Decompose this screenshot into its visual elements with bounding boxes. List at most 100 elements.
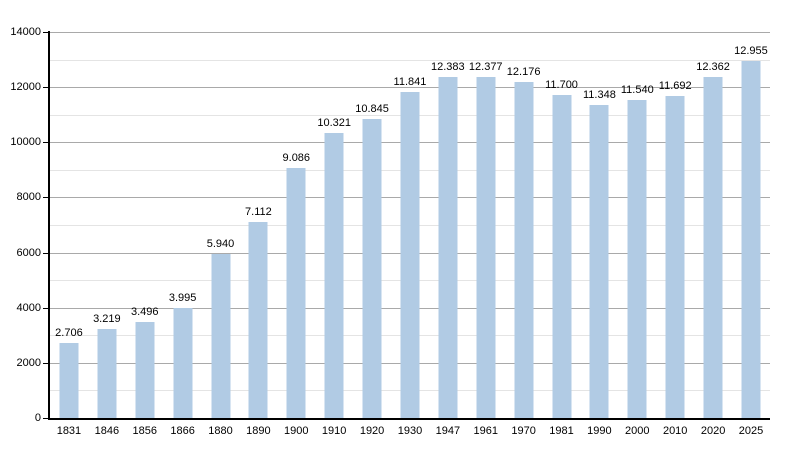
bar-group: 10.321 1910 <box>315 32 353 437</box>
y-axis-label: 14000 <box>10 26 41 38</box>
bar-group: 11.841 1930 <box>391 32 429 437</box>
x-axis-label: 1866 <box>170 425 195 437</box>
bar-group: 3.995 1866 <box>164 32 202 437</box>
bar-group: 12.377 1961 <box>467 32 505 437</box>
bar-value-label: 7.112 <box>245 205 272 218</box>
y-axis-label: 6000 <box>16 246 41 259</box>
y-axis-label: 8000 <box>16 191 41 204</box>
bar <box>248 221 268 418</box>
bar <box>438 76 458 418</box>
bar <box>589 105 609 418</box>
bar-group: 3.219 1846 <box>88 32 126 437</box>
bar <box>703 77 723 418</box>
x-axis-label: 1920 <box>359 425 385 437</box>
bar-value-label: 11.700 <box>545 79 578 92</box>
grid-line-minor <box>50 59 770 61</box>
bar <box>97 329 117 418</box>
bar-value-label: 12.176 <box>506 66 541 79</box>
y-axis-label: 10000 <box>10 136 41 149</box>
bars-container: 2.706 1831 3.219 1846 3.496 1856 3.995 1866 5.94… <box>50 32 770 438</box>
bar <box>665 95 685 418</box>
y-axis-label: 12000 <box>10 81 41 94</box>
y-axis-tick <box>43 362 48 364</box>
bar-value-label: 12.955 <box>734 44 768 57</box>
bar-value-label: 12.377 <box>468 60 503 73</box>
y-axis-line <box>48 31 50 420</box>
x-axis-label: 2010 <box>662 425 688 437</box>
bar-group: 11.700 1981 <box>543 32 581 437</box>
bar-group: 11.540 2000 <box>618 32 656 437</box>
x-axis-label: 2020 <box>700 425 726 437</box>
bar-value-label: 11.348 <box>582 89 616 102</box>
plot-area: 0 2000 4000 6000 8000 10000 12000 14000 2.706 18… <box>10 26 770 438</box>
bar-value-label: 3.219 <box>93 313 121 326</box>
x-axis-label: 2025 <box>738 425 764 437</box>
y-axis-tick <box>43 197 48 199</box>
bar-group: 10.845 1920 <box>353 32 391 437</box>
grid-line-major <box>50 32 770 33</box>
bar <box>324 133 344 418</box>
x-axis-label: 1990 <box>587 425 612 437</box>
bar-value-label: 3.496 <box>130 305 159 318</box>
x-axis-label: 1930 <box>397 425 423 437</box>
x-axis-label: 1961 <box>473 425 498 437</box>
x-axis-label: 1981 <box>549 425 574 437</box>
y-axis-tick <box>43 252 48 254</box>
bar-value-label: 5.940 <box>206 238 235 251</box>
bar <box>552 95 572 418</box>
x-axis-label: 1910 <box>321 425 347 437</box>
bar-value-label: 3.995 <box>168 291 197 304</box>
x-axis-line <box>48 418 770 420</box>
bar-value-label: 10.845 <box>355 103 389 115</box>
x-axis-label: 1831 <box>56 425 82 437</box>
bar-value-label: 11.540 <box>620 83 654 96</box>
bar-group: 9.086 1900 <box>277 32 315 438</box>
bar <box>400 91 420 418</box>
bar <box>135 321 155 418</box>
bar <box>173 307 193 418</box>
y-axis-label: 0 <box>34 412 41 424</box>
x-axis-label: 1856 <box>132 425 157 437</box>
bar-group: 12.955 2025 <box>732 32 770 437</box>
grid-line-major <box>50 87 770 89</box>
x-axis-label: 1970 <box>511 425 536 437</box>
bar <box>741 60 761 418</box>
y-axis-tick <box>43 418 48 419</box>
bar-group: 11.692 2010 <box>656 32 694 437</box>
y-axis-tick <box>43 87 48 89</box>
bar-group: 2.706 1831 <box>50 32 88 437</box>
bar-value-label: 9.086 <box>282 151 311 164</box>
bar-group: 11.348 1990 <box>580 32 618 437</box>
bar-value-label: 2.706 <box>55 327 83 340</box>
bar-value-label: 10.321 <box>317 117 351 130</box>
bar-group: 3.496 1856 <box>126 32 164 437</box>
bar-group: 12.362 2020 <box>694 32 732 437</box>
x-axis-label: 1947 <box>435 425 461 437</box>
bar-group: 12.383 1947 <box>429 32 467 437</box>
bar-value-label: 12.362 <box>696 61 730 74</box>
bar <box>627 99 647 418</box>
x-axis-label: 2000 <box>625 425 650 437</box>
x-axis-label: 1900 <box>284 425 309 437</box>
bar <box>514 82 534 418</box>
bar <box>211 254 230 418</box>
bar <box>286 167 306 418</box>
bar <box>59 343 79 418</box>
y-axis-tick <box>43 32 48 33</box>
y-axis-label: 4000 <box>16 301 41 314</box>
bar-group: 7.112 1890 <box>239 32 277 437</box>
y-axis-tick <box>43 142 48 144</box>
x-axis-label: 1890 <box>246 425 271 437</box>
y-axis-label: 2000 <box>16 356 41 369</box>
bar-group: 5.940 1880 <box>202 32 240 437</box>
bar-value-label: 11.841 <box>393 75 427 88</box>
y-axis-tick <box>43 307 48 309</box>
bar-value-label: 11.692 <box>658 79 692 92</box>
bar-group: 12.176 1970 <box>505 32 543 437</box>
bar <box>476 76 496 418</box>
x-axis-label: 1846 <box>94 425 120 437</box>
bar-value-label: 12.383 <box>431 60 465 73</box>
x-axis-label: 1880 <box>208 425 233 437</box>
bar <box>362 119 382 418</box>
